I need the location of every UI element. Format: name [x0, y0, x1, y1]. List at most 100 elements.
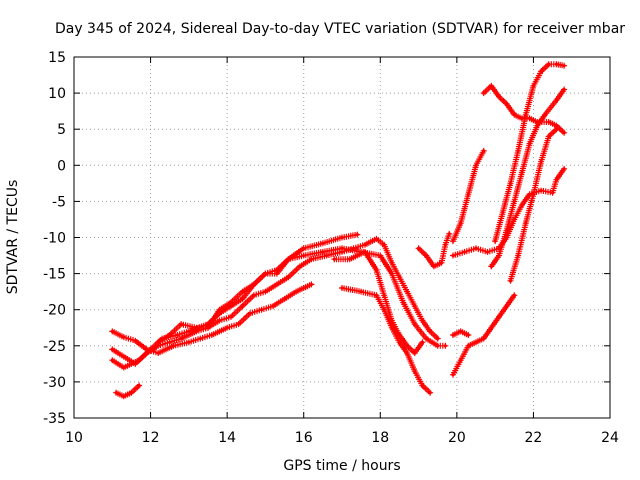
data-point — [501, 210, 505, 214]
data-point — [286, 257, 290, 261]
data-point — [390, 272, 394, 276]
data-point — [554, 98, 559, 102]
data-point — [390, 261, 394, 265]
axis-ticks: 10 12 14 16 18 20 22 24 -35 -30 -25 -20 -15 -10 -5 0 5 10… — [43, 50, 619, 446]
data-point — [363, 243, 367, 247]
data-point — [390, 326, 394, 330]
data-point — [252, 282, 256, 287]
data-point — [340, 235, 344, 240]
y-tick-label: 0 — [57, 158, 66, 174]
data-point — [206, 326, 210, 330]
data-point — [217, 308, 222, 312]
data-point — [325, 253, 329, 258]
data-point — [378, 253, 382, 258]
data-point — [524, 113, 528, 117]
data-point — [240, 297, 245, 301]
data-point — [240, 304, 245, 308]
data-point — [508, 181, 513, 185]
data-point — [497, 253, 501, 258]
data-point — [198, 336, 202, 341]
x-tick-label: 10 — [65, 430, 83, 446]
data-point — [416, 246, 421, 250]
data-point — [302, 246, 306, 250]
y-tick-label: 5 — [57, 122, 66, 138]
data-point — [397, 275, 402, 279]
data-point — [240, 290, 245, 294]
data-point — [482, 149, 486, 153]
data-point — [275, 272, 279, 276]
series-markers — [450, 165, 568, 259]
data-point — [432, 264, 436, 268]
data-point — [420, 318, 424, 323]
data-point — [443, 344, 447, 348]
y-tick-label: 15 — [48, 50, 66, 66]
data-point — [516, 253, 520, 258]
y-tick-label: -25 — [43, 339, 66, 355]
data-point — [145, 347, 149, 352]
data-point — [547, 134, 551, 139]
data-point — [294, 290, 298, 294]
data-point — [114, 391, 118, 395]
data-point — [535, 123, 539, 128]
data-point — [482, 91, 486, 95]
data-point — [562, 64, 566, 68]
data-point — [405, 290, 409, 294]
data-point — [466, 344, 470, 348]
data-point — [382, 293, 386, 297]
data-point — [459, 221, 463, 225]
data-point — [248, 311, 252, 315]
series-track-8 — [415, 230, 453, 270]
data-point — [447, 232, 451, 236]
data-point — [321, 241, 325, 245]
data-point — [156, 351, 160, 355]
data-point — [482, 336, 486, 341]
data-point — [363, 250, 367, 254]
data-point — [547, 62, 551, 66]
data-point — [340, 246, 344, 250]
series-track-14 — [488, 86, 568, 270]
data-point — [122, 355, 126, 359]
data-point — [539, 160, 543, 164]
data-point — [179, 322, 183, 326]
y-axis-label: SDTVAR / TECUs — [5, 180, 21, 295]
data-point — [485, 250, 490, 254]
data-point — [554, 123, 559, 128]
data-point — [194, 326, 199, 330]
data-point — [229, 315, 233, 319]
data-point — [505, 228, 509, 232]
data-point — [382, 243, 386, 247]
data-point — [194, 329, 199, 333]
series-track-3 — [109, 235, 441, 367]
y-tick-label: -10 — [43, 231, 66, 247]
data-point — [436, 336, 440, 341]
data-point — [374, 268, 379, 272]
data-point — [359, 290, 363, 294]
data-point — [413, 351, 417, 355]
x-tick-label: 18 — [371, 430, 389, 446]
x-tick-label: 14 — [218, 430, 236, 446]
data-point — [539, 188, 543, 193]
data-point — [374, 293, 379, 297]
data-point — [145, 351, 149, 355]
data-point — [466, 192, 470, 196]
data-point — [554, 178, 559, 182]
data-point — [451, 373, 455, 377]
data-point — [512, 199, 516, 203]
data-point — [474, 246, 478, 250]
series-track-5 — [155, 245, 449, 349]
data-point — [302, 253, 306, 258]
data-point — [531, 84, 536, 88]
data-point — [489, 84, 493, 88]
data-point — [493, 239, 497, 243]
data-point — [428, 329, 432, 333]
data-point — [122, 365, 126, 370]
data-point — [520, 203, 524, 207]
data-point — [309, 282, 313, 287]
x-tick-label: 20 — [448, 430, 466, 446]
data-point — [451, 333, 455, 337]
data-point — [405, 351, 409, 355]
y-tick-label: 10 — [48, 86, 66, 102]
y-tick-label: -30 — [43, 375, 66, 391]
data-point — [382, 308, 386, 312]
